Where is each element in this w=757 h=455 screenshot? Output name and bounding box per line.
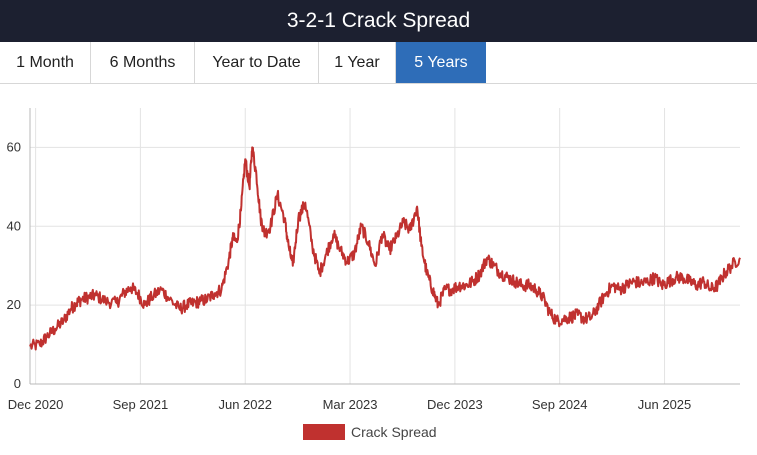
page-title: 3-2-1 Crack Spread <box>286 9 471 32</box>
tab-5-years[interactable]: 5 Years <box>396 42 486 83</box>
tab-1-year[interactable]: 1 Year <box>319 42 396 83</box>
x-tick-label: Jun 2025 <box>638 397 692 412</box>
x-tick-label: Jun 2022 <box>218 397 272 412</box>
y-tick-label: 40 <box>7 218 21 233</box>
y-tick-label: 20 <box>7 297 21 312</box>
tab-6-months[interactable]: 6 Months <box>91 42 195 83</box>
legend-label: Crack Spread <box>351 424 437 440</box>
x-tick-label: Dec 2020 <box>8 397 64 412</box>
legend-swatch <box>303 424 345 440</box>
tab-1-month[interactable]: 1 Month <box>0 42 91 83</box>
y-tick-label: 0 <box>14 376 21 391</box>
y-tick-label: 60 <box>7 139 21 154</box>
tab-year-to-date[interactable]: Year to Date <box>195 42 319 83</box>
x-tick-label: Dec 2023 <box>427 397 483 412</box>
series-line-crack-spread <box>29 146 741 351</box>
range-tabs: 1 Month 6 Months Year to Date 1 Year 5 Y… <box>0 42 757 84</box>
title-bar: 3-2-1 Crack Spread <box>0 0 757 42</box>
crack-spread-chart: 0 20 40 60 Dec 2020 Sep 2021 Jun 2022 Mar 2023 D… <box>7 108 741 440</box>
x-tick-label: Sep 2024 <box>532 397 588 412</box>
x-tick-label: Mar 2023 <box>323 397 378 412</box>
x-tick-label: Sep 2021 <box>113 397 169 412</box>
